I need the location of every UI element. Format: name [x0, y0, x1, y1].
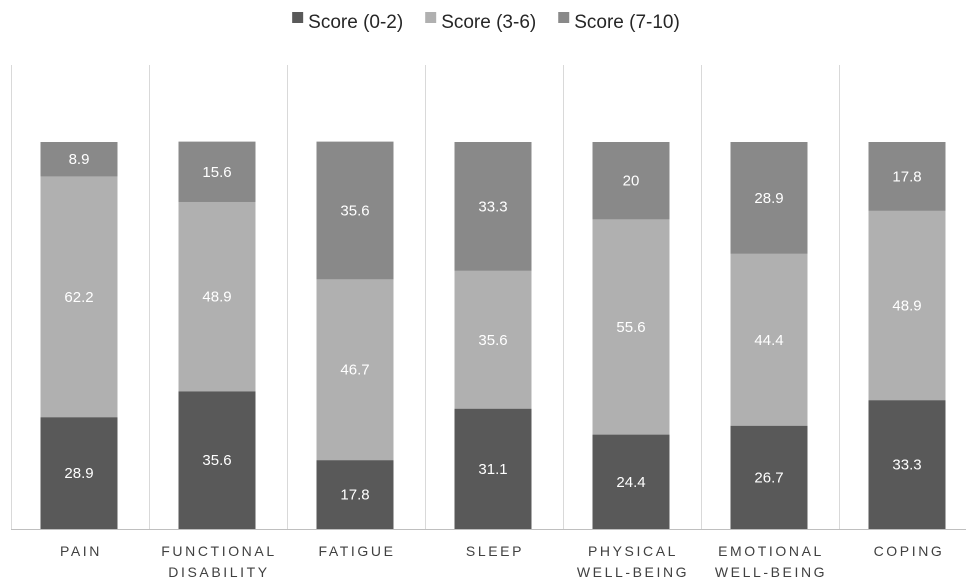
data-label-fatigue-score-0-2: 17.8 [340, 487, 369, 504]
legend-swatch [425, 12, 436, 23]
data-label-coping-score-3-6: 48.9 [892, 298, 921, 315]
x-tick-label: WELL-BEING [577, 564, 689, 578]
data-label-emotional-well-being-score-3-6: 44.4 [754, 332, 783, 349]
data-label-fatigue-score-7-10: 35.6 [340, 202, 369, 219]
legend-swatch [292, 12, 303, 23]
x-tick-label: PHYSICAL [588, 543, 678, 559]
data-label-emotional-well-being-score-0-2: 26.7 [754, 469, 783, 486]
data-label-functional-disability-score-0-2: 35.6 [202, 452, 231, 469]
legend: Score (0-2) Score (3-6) Score (7-10) [292, 12, 680, 33]
legend-label: Score (7-10) [574, 12, 680, 33]
data-label-coping-score-0-2: 33.3 [892, 457, 921, 474]
legend-swatch [558, 12, 569, 23]
legend-label: Score (0-2) [308, 12, 403, 33]
legend-item-score-0-2: Score (0-2) [292, 12, 403, 33]
data-label-physical-well-being-score-7-10: 20 [623, 173, 640, 190]
data-label-pain-score-3-6: 62.2 [64, 289, 93, 306]
data-label-pain-score-7-10: 8.9 [69, 151, 90, 168]
data-label-sleep-score-3-6: 35.6 [478, 332, 507, 349]
data-label-fatigue-score-3-6: 46.7 [340, 362, 369, 379]
data-label-sleep-score-7-10: 33.3 [478, 198, 507, 215]
x-tick-label: PAIN [60, 543, 102, 559]
data-label-sleep-score-0-2: 31.1 [478, 461, 507, 478]
data-label-functional-disability-score-7-10: 15.6 [202, 164, 231, 181]
data-label-physical-well-being-score-3-6: 55.6 [616, 319, 645, 336]
data-label-functional-disability-score-3-6: 48.9 [202, 289, 231, 306]
x-tick-label: FUNCTIONAL [161, 543, 276, 559]
data-label-physical-well-being-score-0-2: 24.4 [616, 474, 645, 491]
data-label-coping-score-7-10: 17.8 [892, 168, 921, 185]
legend-label: Score (3-6) [441, 12, 536, 33]
x-tick-label: SLEEP [466, 543, 524, 559]
legend-item-score-7-10: Score (7-10) [558, 12, 680, 33]
data-label-emotional-well-being-score-7-10: 28.9 [754, 190, 783, 207]
x-tick-label: FATIGUE [318, 543, 395, 559]
x-tick-label: DISABILITY [168, 564, 269, 578]
x-tick-label: WELL-BEING [715, 564, 827, 578]
data-label-pain-score-0-2: 28.9 [64, 465, 93, 482]
x-axis-tick-labels: PAIN FUNCTIONAL DISABILITY FATIGUE SLEEP PHYS… [60, 543, 944, 578]
x-tick-label: EMOTIONAL [718, 543, 824, 559]
x-tick-label: COPING [874, 543, 945, 559]
legend-item-score-3-6: Score (3-6) [425, 12, 536, 33]
